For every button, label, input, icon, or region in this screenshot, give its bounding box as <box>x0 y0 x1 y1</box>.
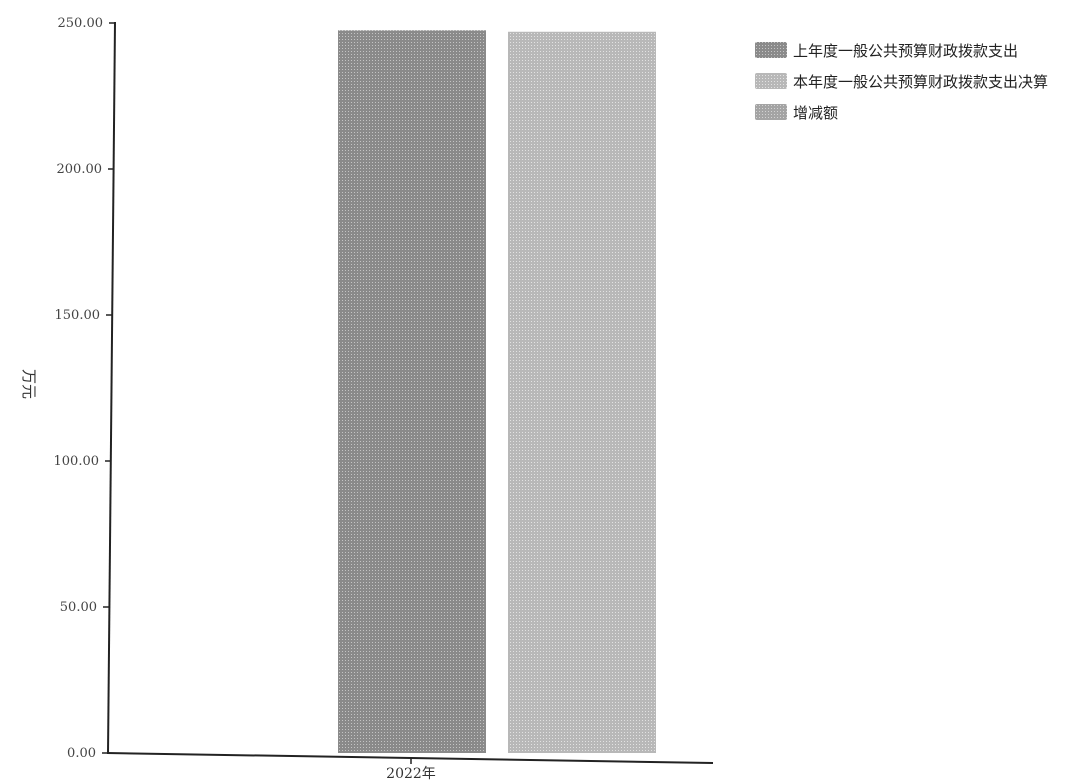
y-axis-ticks: 0.00 50.00 100.00 150.00 200.00 250.00 <box>54 16 115 761</box>
y-tick-label-0: 0.00 <box>67 746 96 761</box>
y-tick-label-5: 250.00 <box>58 16 104 31</box>
y-tick-5: 250.00 <box>58 16 115 31</box>
y-tick-label-3: 150.00 <box>55 308 101 323</box>
y-tick-label-4: 200.00 <box>57 162 103 177</box>
legend-swatch-0 <box>755 42 787 58</box>
y-tick-0: 0.00 <box>67 746 108 761</box>
legend-item-2: 增减额 <box>755 104 838 122</box>
bar-series-1 <box>508 31 656 753</box>
y-tick-3: 150.00 <box>55 308 112 323</box>
legend-label-1: 本年度一般公共预算财政拨款支出决算 <box>793 73 1048 91</box>
x-axis-line <box>106 752 714 764</box>
legend-swatch-1 <box>755 73 787 89</box>
y-axis-line <box>107 21 116 755</box>
y-tick-1: 50.00 <box>60 600 109 615</box>
y-axis-title: 万元 <box>20 369 38 399</box>
y-tick-label-1: 50.00 <box>60 600 97 615</box>
y-tick-2: 100.00 <box>54 454 111 469</box>
legend-label-2: 增减额 <box>793 104 838 122</box>
legend-label-0: 上年度一般公共预算财政拨款支出 <box>793 42 1018 60</box>
bar-group <box>338 30 656 754</box>
bar-series-0 <box>338 30 486 754</box>
legend-item-1: 本年度一般公共预算财政拨款支出决算 <box>755 73 1048 91</box>
x-category-label: 2022年 <box>386 766 436 782</box>
legend: 上年度一般公共预算财政拨款支出 本年度一般公共预算财政拨款支出决算 增减额 <box>755 42 1048 122</box>
legend-item-0: 上年度一般公共预算财政拨款支出 <box>755 42 1018 60</box>
legend-swatch-2 <box>755 104 787 120</box>
y-tick-4: 200.00 <box>57 162 114 177</box>
y-tick-label-2: 100.00 <box>54 454 100 469</box>
